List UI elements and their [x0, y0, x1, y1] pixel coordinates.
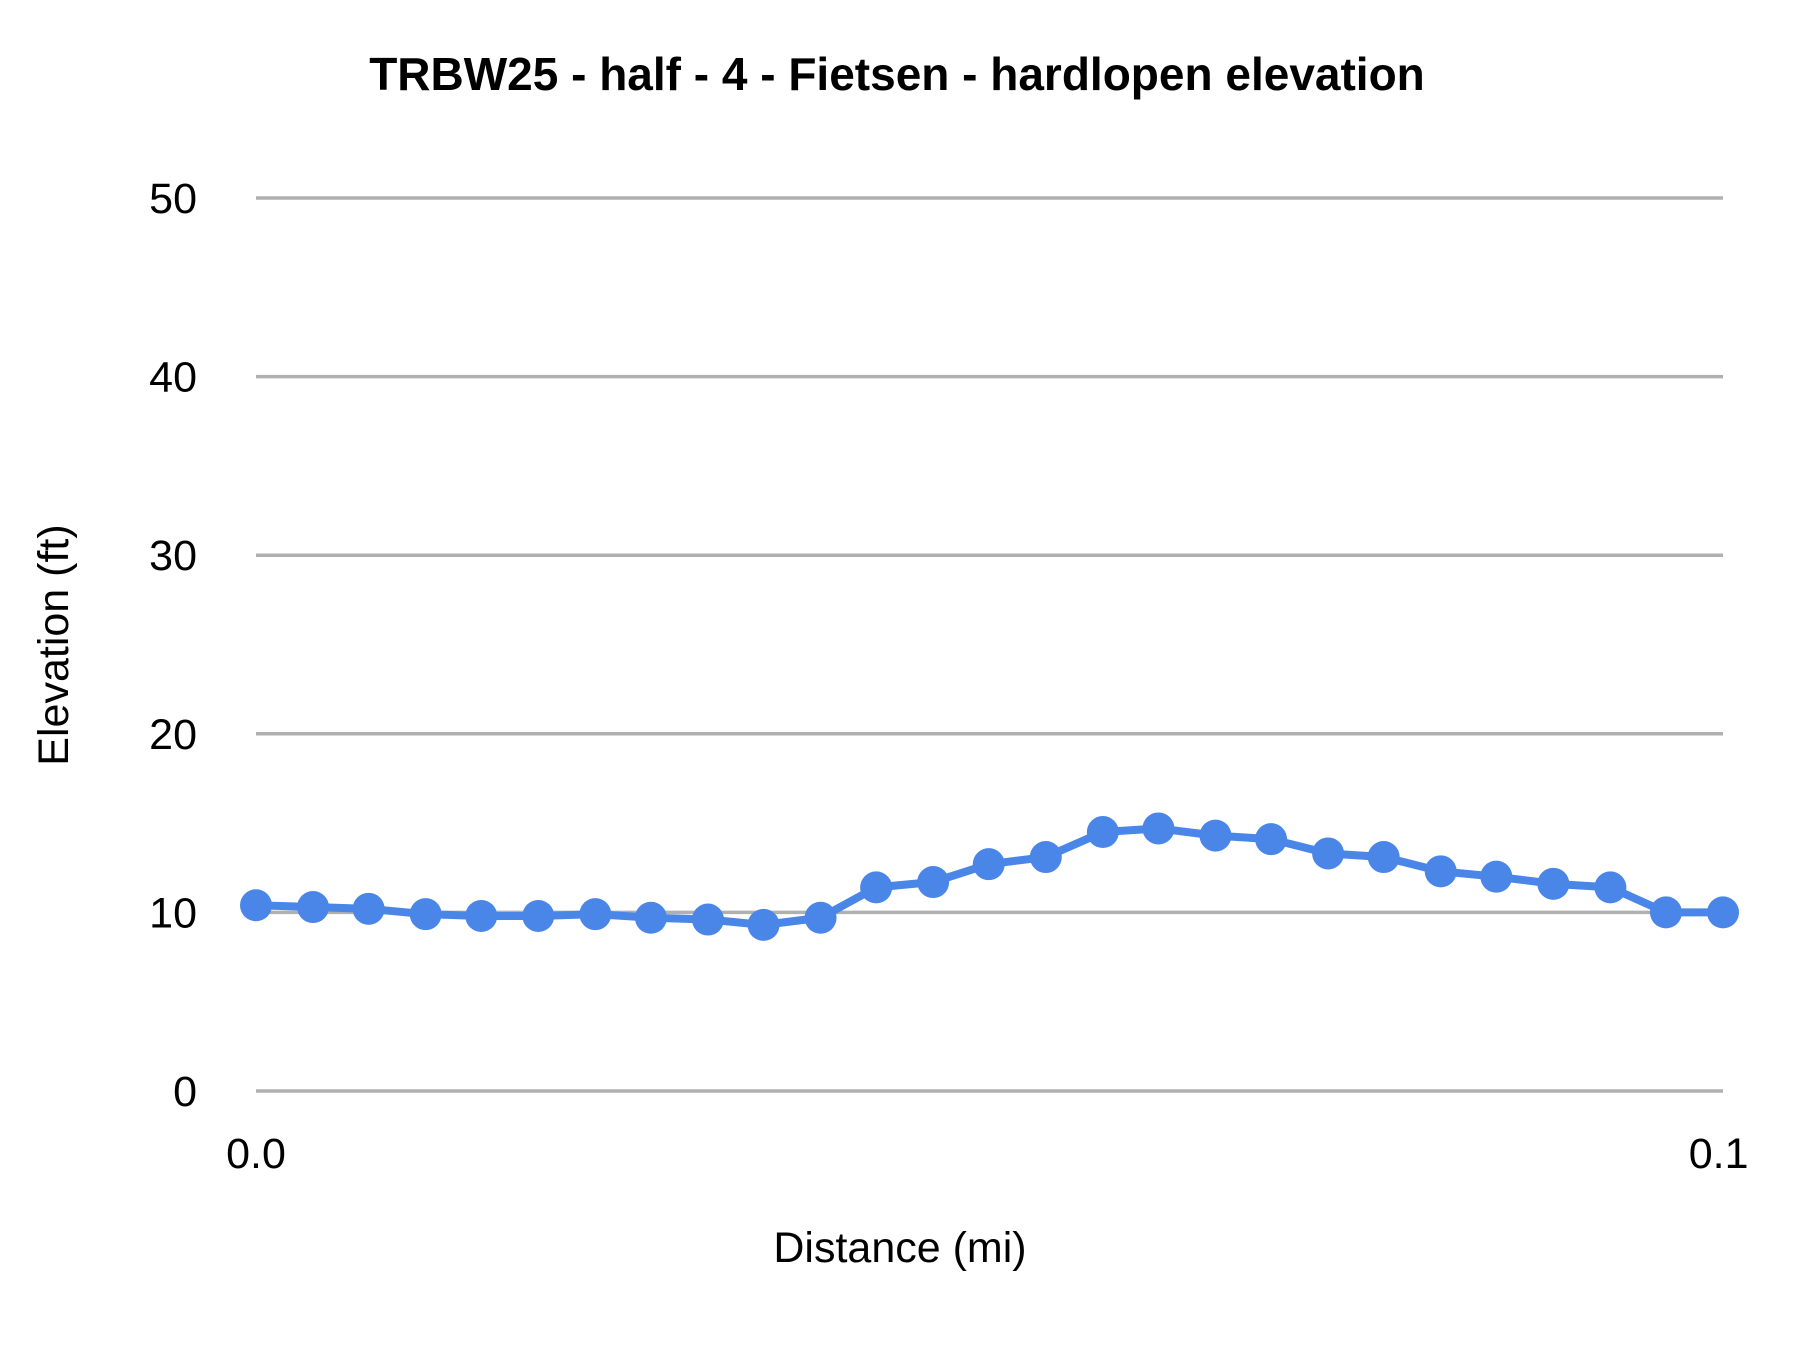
- data-point-marker: [747, 908, 780, 941]
- y-tick-label-40: 40: [149, 354, 197, 402]
- data-point-marker: [860, 871, 893, 904]
- data-point-marker: [240, 889, 272, 922]
- elevation-series: [240, 812, 1739, 941]
- data-point-marker: [1367, 841, 1400, 874]
- y-tick-label-0: 0: [173, 1068, 197, 1116]
- x-tick-label-end: 0.1: [1689, 1130, 1749, 1178]
- y-tick-label-50: 50: [149, 175, 197, 223]
- data-point-marker: [917, 866, 950, 899]
- y-axis-title: Elevation (ft): [30, 524, 78, 765]
- data-point-marker: [1029, 841, 1062, 874]
- chart-title: TRBW25 - half - 4 - Fietsen - hardlopen …: [369, 48, 1425, 100]
- data-point-marker: [691, 903, 724, 936]
- data-point-marker: [1480, 860, 1513, 893]
- data-point-marker: [522, 899, 555, 932]
- x-axis-title: Distance (mi): [773, 1224, 1026, 1272]
- data-point-marker: [1255, 823, 1288, 856]
- data-point-marker: [579, 898, 612, 931]
- data-point-marker: [352, 892, 385, 925]
- x-axis-tick-labels: 0.0 0.1: [226, 1130, 1748, 1178]
- data-point-marker: [1424, 855, 1457, 888]
- data-point-marker: [1086, 816, 1119, 849]
- data-point-marker: [1649, 896, 1682, 929]
- data-point-marker: [972, 848, 1005, 881]
- data-point-marker: [804, 901, 837, 934]
- data-point-marker: [1312, 837, 1345, 870]
- data-point-marker: [409, 898, 442, 931]
- data-point-marker: [1199, 819, 1232, 852]
- data-point-marker: [1537, 867, 1570, 900]
- data-point-marker: [1142, 812, 1175, 845]
- x-tick-label-start: 0.0: [226, 1130, 286, 1178]
- data-point-marker: [465, 899, 498, 932]
- data-point-marker: [1707, 896, 1739, 929]
- data-point-marker: [297, 891, 330, 924]
- data-point-marker: [1594, 871, 1627, 904]
- y-tick-label-10: 10: [149, 889, 197, 937]
- y-axis-tick-labels: 0 10 20 30 40 50: [149, 175, 197, 1116]
- data-point-marker: [634, 901, 667, 934]
- y-tick-label-20: 20: [149, 711, 197, 759]
- y-tick-label-30: 30: [149, 532, 197, 580]
- gridlines: [256, 196, 1723, 1093]
